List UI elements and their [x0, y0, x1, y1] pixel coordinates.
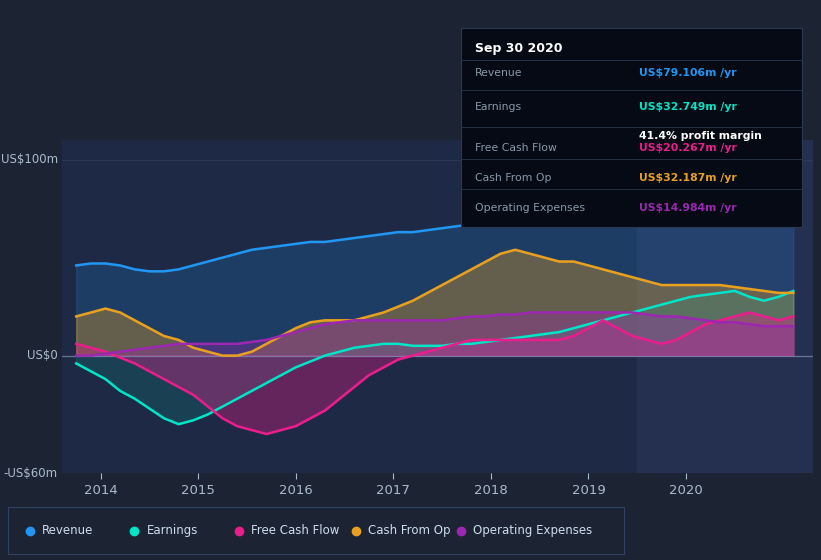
Text: Revenue: Revenue: [42, 524, 94, 537]
Text: Operating Expenses: Operating Expenses: [473, 524, 592, 537]
Text: Cash From Op: Cash From Op: [475, 173, 552, 183]
Text: Earnings: Earnings: [475, 101, 522, 111]
Bar: [637, 140, 813, 473]
Text: Free Cash Flow: Free Cash Flow: [475, 143, 557, 153]
Text: US$100m: US$100m: [1, 153, 57, 166]
Text: Free Cash Flow: Free Cash Flow: [251, 524, 340, 537]
Text: Sep 30 2020: Sep 30 2020: [475, 42, 562, 55]
Text: Revenue: Revenue: [475, 68, 522, 78]
Text: Cash From Op: Cash From Op: [369, 524, 451, 537]
Text: US$0: US$0: [27, 349, 57, 362]
Text: Operating Expenses: Operating Expenses: [475, 203, 585, 213]
Text: 41.4% profit margin: 41.4% profit margin: [639, 132, 761, 141]
Text: US$32.187m /yr: US$32.187m /yr: [639, 173, 736, 183]
Text: -US$60m: -US$60m: [3, 466, 57, 480]
Text: US$32.749m /yr: US$32.749m /yr: [639, 101, 736, 111]
Text: Earnings: Earnings: [147, 524, 198, 537]
Text: US$20.267m /yr: US$20.267m /yr: [639, 143, 736, 153]
Text: US$14.984m /yr: US$14.984m /yr: [639, 203, 736, 213]
Text: US$79.106m /yr: US$79.106m /yr: [639, 68, 736, 78]
